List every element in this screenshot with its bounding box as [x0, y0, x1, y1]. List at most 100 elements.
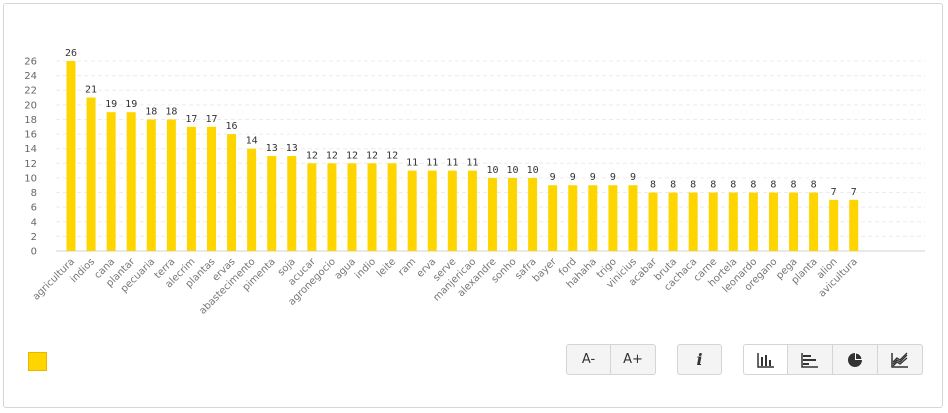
- data-label: 17: [185, 114, 197, 125]
- data-label: 19: [125, 99, 137, 110]
- data-label: 8: [730, 180, 736, 191]
- legend-swatch[interactable]: [28, 352, 47, 371]
- bar-oregano[interactable]: [768, 192, 778, 251]
- bar-plantar[interactable]: [126, 112, 136, 252]
- data-label: 19: [105, 99, 117, 110]
- bar-carne[interactable]: [708, 192, 718, 251]
- bar-agricultura[interactable]: [66, 61, 76, 251]
- data-label: 18: [165, 106, 177, 117]
- bar-acabar[interactable]: [648, 192, 658, 251]
- data-label: 8: [750, 180, 756, 191]
- y-tick-label: 6: [31, 203, 37, 214]
- bar-pecuaria[interactable]: [146, 119, 156, 251]
- data-label: 8: [791, 180, 797, 191]
- data-label: 17: [205, 114, 217, 125]
- pie-chart-icon: [848, 352, 863, 367]
- x-tick-label: ram: [396, 256, 418, 278]
- bar-agua[interactable]: [347, 163, 357, 251]
- data-label: 12: [386, 150, 398, 161]
- y-tick-label: 0: [31, 247, 37, 258]
- bar-terra[interactable]: [166, 119, 176, 251]
- bar-avicultura[interactable]: [849, 199, 859, 251]
- bar-bruta[interactable]: [668, 192, 678, 251]
- y-tick-label: 8: [31, 188, 37, 199]
- data-label: 8: [710, 180, 716, 191]
- data-label: 13: [266, 143, 278, 154]
- bar-agronegocio[interactable]: [327, 163, 337, 251]
- data-label: 9: [610, 172, 616, 183]
- bar-ram[interactable]: [407, 170, 417, 251]
- bar-serve[interactable]: [447, 170, 457, 251]
- data-label: 9: [630, 172, 636, 183]
- data-label: 8: [670, 180, 676, 191]
- bar-acucar[interactable]: [307, 163, 317, 251]
- bar-pimenta[interactable]: [267, 156, 277, 251]
- bar-alion[interactable]: [829, 199, 839, 251]
- font-decrease-button[interactable]: A-: [566, 344, 611, 375]
- bar-manjericao[interactable]: [467, 170, 477, 251]
- y-tick-label: 2: [31, 232, 37, 243]
- bar-soja[interactable]: [287, 156, 297, 251]
- pie-chart-button[interactable]: [833, 344, 878, 375]
- x-tick-label: agua: [333, 256, 358, 281]
- bar-trigo[interactable]: [608, 185, 618, 251]
- data-label: 9: [570, 172, 576, 183]
- data-label: 10: [507, 165, 519, 176]
- data-label: 11: [406, 158, 418, 169]
- data-label: 7: [851, 187, 857, 198]
- y-tick-label: 12: [24, 159, 37, 170]
- bar-indios[interactable]: [86, 97, 96, 252]
- bar-erva[interactable]: [427, 170, 437, 251]
- bar-plantas[interactable]: [206, 126, 216, 251]
- bar-alexandre[interactable]: [487, 177, 497, 251]
- y-tick-label: 26: [24, 57, 37, 68]
- bar-alecrim[interactable]: [186, 126, 196, 251]
- x-tick-label: leite: [375, 256, 398, 279]
- data-label: 14: [246, 136, 258, 147]
- bar-bayer[interactable]: [548, 185, 558, 251]
- data-labels: 26 21 19 19 18 18 17 17 16 14 13 13 12 12 12 12 12 11 11 11…: [65, 48, 857, 198]
- bar-vinicius[interactable]: [628, 185, 638, 251]
- font-size-controls: A- A+: [566, 344, 656, 375]
- bar-planta[interactable]: [809, 192, 819, 251]
- y-tick-label: 18: [24, 115, 37, 126]
- bar-abastecimento[interactable]: [247, 148, 257, 251]
- bar-leonardo[interactable]: [748, 192, 758, 251]
- horizontal-bar-button[interactable]: [788, 344, 833, 375]
- font-increase-button[interactable]: A+: [611, 344, 656, 375]
- bar-ervas[interactable]: [227, 134, 237, 251]
- data-label: 8: [770, 180, 776, 191]
- y-tick-label: 20: [24, 100, 37, 111]
- y-tick-label: 14: [24, 144, 37, 155]
- bar-ford[interactable]: [568, 185, 578, 251]
- data-label: 10: [527, 165, 539, 176]
- data-label: 12: [306, 150, 318, 161]
- bar-chart-button[interactable]: [743, 344, 788, 375]
- bar-leite[interactable]: [387, 163, 397, 251]
- data-label: 8: [690, 180, 696, 191]
- bar-cana[interactable]: [106, 112, 116, 252]
- chart-type-controls: [743, 344, 923, 375]
- data-label: 13: [286, 143, 298, 154]
- info-button[interactable]: i: [677, 344, 722, 375]
- data-label: 9: [590, 172, 596, 183]
- bar-hortela[interactable]: [728, 192, 738, 251]
- data-label: 8: [650, 180, 656, 191]
- y-tick-label: 22: [24, 86, 37, 97]
- bars: [66, 61, 859, 252]
- y-tick-label: 4: [31, 217, 37, 228]
- horizontal-bar-icon: [801, 352, 818, 368]
- bar-hahaha[interactable]: [588, 185, 598, 251]
- bar-sonho[interactable]: [508, 177, 518, 251]
- x-tick-label: bayer: [531, 256, 560, 285]
- data-label: 9: [550, 172, 556, 183]
- bar-cachaca[interactable]: [688, 192, 698, 251]
- bar-indio[interactable]: [367, 163, 377, 251]
- bar-pega[interactable]: [789, 192, 799, 251]
- area-chart-button[interactable]: [878, 344, 923, 375]
- data-label: 7: [831, 187, 837, 198]
- data-label: 12: [326, 150, 338, 161]
- bar-safra[interactable]: [528, 177, 538, 251]
